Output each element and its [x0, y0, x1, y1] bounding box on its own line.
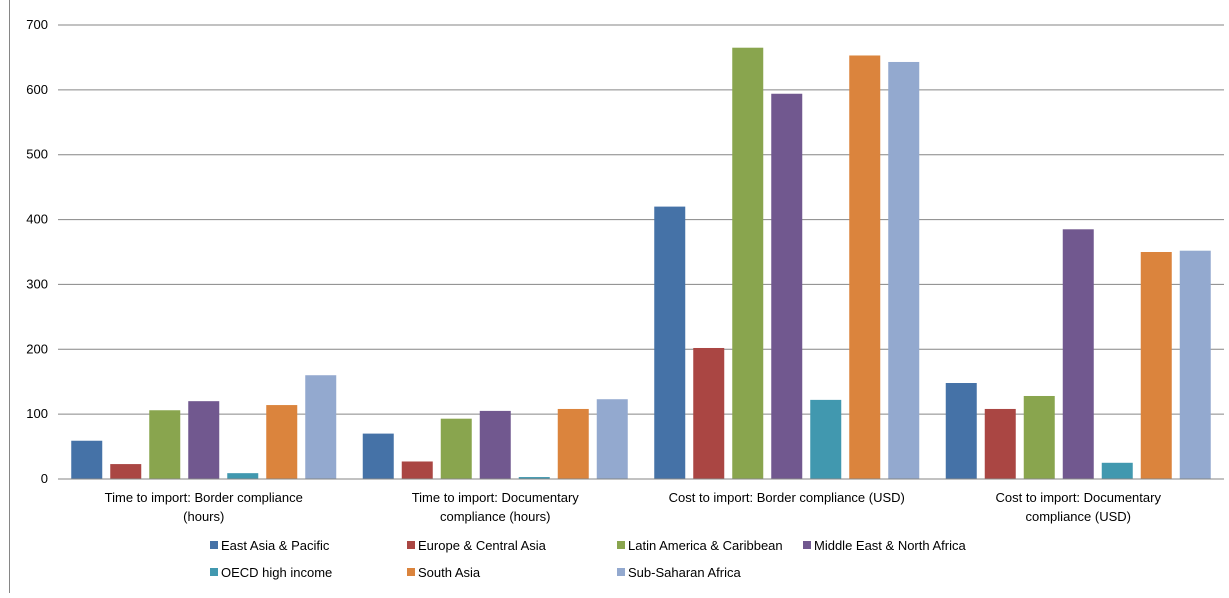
legend-item: East Asia & Pacific: [210, 538, 330, 553]
y-tick-label: 700: [26, 17, 48, 32]
legend-item: Latin America & Caribbean: [617, 538, 783, 553]
bar-europe-central-asia: [110, 464, 142, 479]
legend-swatch: [617, 541, 625, 549]
bar-latin-america-caribbean: [1023, 395, 1055, 479]
legend-label: South Asia: [418, 565, 481, 580]
bar-chart: 0 100 200 300 400 500 600 700 Time to import: B…: [26, 17, 1224, 580]
bar-oecd-high-income: [227, 473, 259, 479]
bar-middle-east-north-africa: [1062, 229, 1094, 479]
bar-south-asia: [1140, 252, 1172, 479]
bar-sub-saharan-africa: [305, 375, 337, 479]
legend-label: Europe & Central Asia: [418, 538, 547, 553]
category-label: Time to import: Border compliance: [105, 490, 303, 505]
legend-label: Latin America & Caribbean: [628, 538, 783, 553]
gridlines: [58, 24, 1224, 415]
bar-south-asia: [557, 408, 589, 479]
legend-label: East Asia & Pacific: [221, 538, 330, 553]
bar-latin-america-caribbean: [149, 410, 181, 479]
bar-middle-east-north-africa: [771, 93, 803, 480]
legend-swatch: [407, 568, 415, 576]
y-tick-label: 400: [26, 212, 48, 227]
legend-swatch: [803, 541, 811, 549]
category-label: (hours): [183, 509, 224, 524]
chart-frame: 0 100 200 300 400 500 600 700 Time to import: B…: [9, 0, 1227, 593]
bar-east-asia-pacific: [362, 433, 394, 479]
bar-latin-america-caribbean: [440, 418, 472, 479]
bar-east-asia-pacific: [945, 383, 977, 479]
legend-swatch: [617, 568, 625, 576]
bar-europe-central-asia: [984, 408, 1016, 479]
bar-middle-east-north-africa: [479, 410, 511, 479]
bar-south-asia: [266, 405, 298, 479]
legend-item: South Asia: [407, 565, 481, 580]
legend-item: Middle East & North Africa: [803, 538, 966, 553]
category-label: Cost to import: Border compliance (USD): [669, 490, 905, 505]
legend-swatch: [407, 541, 415, 549]
bar-oecd-high-income: [810, 399, 842, 479]
legend-label: Sub-Saharan Africa: [628, 565, 742, 580]
legend-item: Europe & Central Asia: [407, 538, 547, 553]
bar-latin-america-caribbean: [732, 47, 764, 479]
legend-swatch: [210, 541, 218, 549]
legend: East Asia & Pacific Europe & Central Asia…: [210, 538, 966, 580]
bar-sub-saharan-africa: [1179, 250, 1211, 479]
legend-item: OECD high income: [210, 565, 332, 580]
bar-east-asia-pacific: [71, 440, 103, 479]
y-tick-label: 0: [41, 471, 48, 486]
bar-europe-central-asia: [401, 461, 433, 479]
bar-middle-east-north-africa: [188, 401, 220, 479]
y-axis-ticks: 0 100 200 300 400 500 600 700: [26, 17, 48, 486]
y-tick-label: 500: [26, 147, 48, 162]
legend-item: Sub-Saharan Africa: [617, 565, 742, 580]
bar-east-asia-pacific: [654, 206, 686, 479]
category-label: Cost to import: Documentary: [996, 490, 1162, 505]
legend-label: Middle East & North Africa: [814, 538, 966, 553]
y-tick-label: 600: [26, 82, 48, 97]
y-tick-label: 200: [26, 341, 48, 356]
bar-sub-saharan-africa: [888, 61, 920, 480]
bar-europe-central-asia: [693, 347, 725, 479]
category-label: Time to import: Documentary: [412, 490, 580, 505]
legend-swatch: [210, 568, 218, 576]
legend-label: OECD high income: [221, 565, 332, 580]
y-tick-label: 100: [26, 406, 48, 421]
bar-oecd-high-income: [1101, 462, 1133, 479]
category-label: compliance (USD): [1026, 509, 1131, 524]
bar-sub-saharan-africa: [596, 399, 628, 479]
bar-south-asia: [849, 55, 881, 480]
bars: [71, 47, 1211, 480]
y-tick-label: 300: [26, 276, 48, 291]
category-label: compliance (hours): [440, 509, 551, 524]
category-labels: Time to import: Border compliance (hours)…: [105, 490, 1162, 524]
bar-oecd-high-income: [518, 477, 550, 479]
